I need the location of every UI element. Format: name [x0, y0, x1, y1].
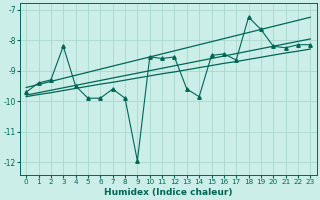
X-axis label: Humidex (Indice chaleur): Humidex (Indice chaleur) — [104, 188, 233, 197]
